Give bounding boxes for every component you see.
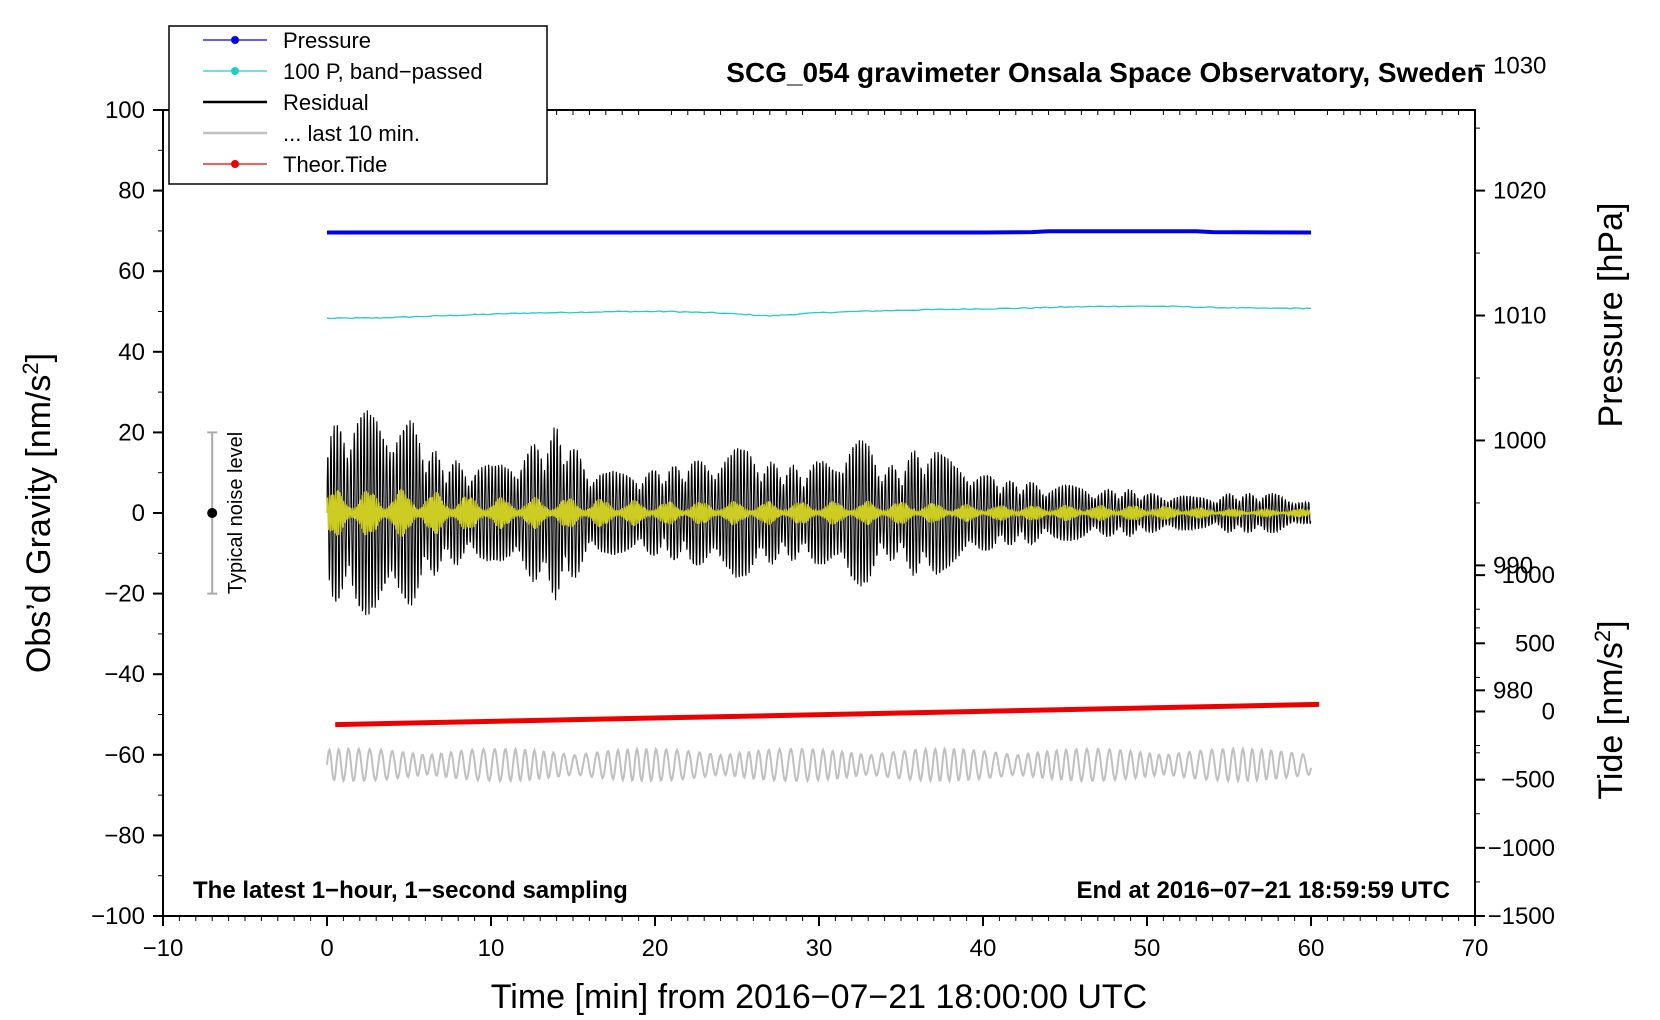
series-band-passed-pressure bbox=[326, 305, 1312, 320]
x-tick-label: 20 bbox=[642, 935, 669, 962]
tide-tick-label: 500 bbox=[1515, 630, 1555, 657]
tide-tick-label: −500 bbox=[1501, 767, 1555, 794]
series-residual-smoothed bbox=[326, 488, 1312, 537]
legend-marker bbox=[231, 160, 239, 168]
chart-title: SCG_054 gravimeter Onsala Space Observat… bbox=[726, 57, 1483, 88]
y-axis-tide: 1000 500 0 −500 −1000 −1500 bbox=[1475, 562, 1555, 930]
y-axis-gravity: 100 80 60 40 20 0 −20 −40 −60 −80 −100 bbox=[91, 97, 163, 930]
legend-label: Residual bbox=[283, 90, 369, 115]
sampling-note: The latest 1−hour, 1−second sampling bbox=[193, 877, 628, 904]
y-axis-pressure: 1030 1020 1010 1000 990 980 bbox=[1475, 53, 1546, 754]
legend-marker bbox=[231, 67, 239, 75]
pressure-tick-label: 1000 bbox=[1493, 427, 1546, 454]
tide-tick-label: −1000 bbox=[1488, 835, 1555, 862]
legend: Pressure 100 P, band−passed Residual ... la… bbox=[168, 25, 548, 185]
y-tick-label: 40 bbox=[118, 339, 145, 366]
y-tick-label: 20 bbox=[118, 419, 145, 446]
x-tick-label: −10 bbox=[143, 935, 184, 962]
series-last-10-min bbox=[326, 745, 1312, 784]
pressure-tick-label: 1030 bbox=[1493, 53, 1546, 80]
y-axis-title-tide: Tide [nm/s2] bbox=[1590, 620, 1630, 799]
legend-label: ... last 10 min. bbox=[283, 121, 420, 146]
series-pressure bbox=[327, 229, 1312, 235]
y-tick-label: −60 bbox=[104, 742, 145, 769]
y-axis-title-pressure: Pressure [hPa] bbox=[1592, 203, 1630, 428]
x-tick-label: 50 bbox=[1134, 935, 1161, 962]
pressure-tick-label: 1020 bbox=[1493, 178, 1546, 205]
x-tick-label: 30 bbox=[806, 935, 833, 962]
legend-marker bbox=[231, 36, 239, 44]
x-tick-label: 60 bbox=[1298, 935, 1325, 962]
x-tick-label: 10 bbox=[478, 935, 505, 962]
legend-label: Theor.Tide bbox=[283, 152, 387, 177]
y-tick-label: −100 bbox=[91, 903, 145, 930]
noise-level-label: Typical noise level bbox=[225, 432, 247, 594]
x-tick-label: 70 bbox=[1462, 935, 1489, 962]
legend-label: Pressure bbox=[283, 28, 371, 53]
tide-tick-label: −1500 bbox=[1488, 903, 1555, 930]
pressure-tick-label: 1010 bbox=[1493, 303, 1546, 330]
pressure-tick-label: 990 bbox=[1493, 552, 1533, 579]
end-time-note: End at 2016−07−21 18:59:59 UTC bbox=[1076, 877, 1450, 904]
tide-tick-label: 0 bbox=[1542, 698, 1555, 725]
y-tick-label: 60 bbox=[118, 258, 145, 285]
noise-center-dot bbox=[207, 508, 218, 518]
y-tick-label: −80 bbox=[104, 822, 145, 849]
y-tick-label: −40 bbox=[104, 661, 145, 688]
legend-label: 100 P, band−passed bbox=[283, 59, 483, 84]
y-axis-title-gravity: Obs’d Gravity [nm/s2] bbox=[18, 353, 58, 673]
series-theoretical-tide bbox=[335, 701, 1320, 728]
y-tick-label: 100 bbox=[105, 97, 145, 124]
x-axis-title: Time [min] from 2016−07−21 18:00:00 UTC bbox=[491, 978, 1147, 1016]
legend-box bbox=[168, 25, 548, 185]
y-tick-label: −20 bbox=[104, 581, 145, 608]
tide-tick-label: 1000 bbox=[1502, 562, 1555, 589]
y-tick-label: 80 bbox=[118, 178, 145, 205]
x-tick-label: 0 bbox=[320, 935, 333, 962]
x-tick-label: 40 bbox=[970, 935, 997, 962]
y-tick-label: 0 bbox=[132, 500, 145, 527]
series-layer bbox=[326, 229, 1320, 784]
noise-level-indicator bbox=[207, 431, 218, 595]
pressure-tick-label: 980 bbox=[1493, 677, 1533, 704]
